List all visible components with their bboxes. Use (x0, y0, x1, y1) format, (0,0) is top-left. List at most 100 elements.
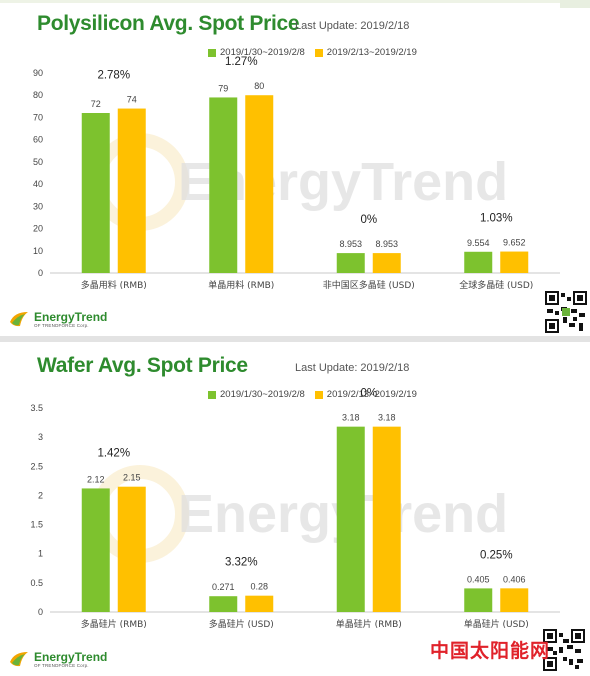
top-accent-line (0, 0, 590, 3)
data-label: 9.554 (467, 238, 490, 248)
data-label: 0.405 (467, 574, 490, 584)
legend-label: 2019/2/13~2019/2/19 (326, 389, 417, 400)
y-tick-label: 3.5 (30, 403, 43, 413)
change-label: 0% (360, 388, 377, 400)
chart-title: Wafer Avg. Spot Price (37, 354, 248, 377)
qr-code-icon (545, 291, 587, 333)
legend-swatch-yellow (314, 390, 323, 399)
polysilicon-bar-chart: EnergyTrend 0 10 20 30 40 50 60 70 80 90 72 74 2.78% 多… (33, 56, 560, 291)
site-watermark: 中国太阳能网 (430, 641, 551, 662)
bar (209, 596, 238, 612)
data-label: 9.652 (503, 238, 526, 248)
last-update: Last Update: 2019/2/18 (295, 362, 410, 374)
data-label: 3.18 (342, 413, 360, 423)
bar (81, 113, 110, 273)
change-label: 2.78% (97, 70, 130, 82)
wafer-bar-chart: EnergyTrend 0 0.5 1 1.5 2 2.5 3 3.5 2.12 2.15 1.42%… (30, 388, 560, 630)
polysilicon-panel: Polysilicon Avg. Spot Price Last Update:… (0, 0, 590, 336)
legend-item-series-a: 2019/1/30~2019/2/8 (208, 389, 305, 400)
legend-swatch-green (208, 48, 216, 57)
change-label: 3.32% (225, 557, 258, 569)
logo-name: EnergyTrend (34, 309, 108, 324)
legend: 2019/1/30~2019/2/8 2019/2/13~2019/2/19 (208, 389, 417, 400)
y-tick-label: 70 (33, 112, 43, 122)
change-label: 1.42% (97, 448, 130, 460)
category-label: 单晶硅片 (RMB) (336, 618, 402, 630)
category-label: 单晶用料 (RMB) (208, 279, 274, 291)
y-tick-label: 2 (38, 490, 43, 500)
y-tick-label: 1.5 (30, 520, 43, 530)
legend-swatch-green (208, 390, 216, 399)
bar (81, 488, 110, 612)
legend-item-series-a: 2019/1/30~2019/2/8 (208, 47, 305, 58)
y-tick-label: 1 (38, 549, 43, 559)
category-label: 多晶硅片 (RMB) (81, 618, 147, 630)
bar (336, 426, 365, 612)
legend-item-series-b: 2019/2/13~2019/2/19 (314, 389, 417, 400)
legend-label: 2019/2/13~2019/2/19 (326, 47, 417, 58)
leaf-logo-icon (10, 312, 28, 327)
legend-label: 2019/1/30~2019/2/8 (220, 47, 305, 58)
y-tick-label: 10 (33, 246, 43, 256)
y-tick-label: 90 (33, 68, 43, 78)
y-tick-label: 40 (33, 179, 43, 189)
category-label: 多晶硅片 (USD) (209, 618, 274, 630)
logo-name: EnergyTrend (34, 649, 108, 664)
category-label: 全球多晶硅 (USD) (459, 279, 533, 291)
qr-code-icon (543, 629, 585, 671)
energytrend-logo: EnergyTrend OF TRENDFORCE Corp. (8, 650, 107, 668)
legend-item-series-b: 2019/2/13~2019/2/19 (314, 47, 417, 58)
last-update: Last Update: 2019/2/18 (295, 20, 410, 32)
bar (372, 426, 401, 612)
data-label: 3.18 (378, 413, 396, 423)
corner-accent (560, 0, 590, 8)
logo-sub: OF TRENDFORCE Corp. (34, 662, 89, 668)
data-label: 0.406 (503, 574, 526, 584)
bar (117, 108, 146, 273)
bar (500, 588, 529, 612)
y-tick-label: 3 (38, 432, 43, 442)
panel-divider (0, 336, 590, 342)
energytrend-logo: EnergyTrend OF TRENDFORCE Corp. (8, 310, 107, 328)
change-label: 1.03% (480, 213, 513, 225)
watermark: EnergyTrend (91, 465, 508, 563)
bar (245, 595, 274, 612)
y-tick-label: 20 (33, 224, 43, 234)
legend-label: 2019/1/30~2019/2/8 (220, 389, 305, 400)
data-label: 2.12 (87, 474, 105, 484)
watermark: EnergyTrend (91, 133, 508, 231)
y-tick-label: 80 (33, 90, 43, 100)
y-tick-label: 0 (38, 268, 43, 278)
bar (209, 97, 238, 273)
y-tick-label: 60 (33, 135, 43, 145)
y-tick-label: 0.5 (30, 578, 43, 588)
change-label: 0.25% (480, 549, 513, 561)
wafer-panel: Wafer Avg. Spot Price Last Update: 2019/… (0, 342, 590, 676)
bar (245, 95, 274, 273)
change-label: 0% (360, 214, 377, 226)
leaf-logo-icon (10, 652, 28, 667)
chart-title: Polysilicon Avg. Spot Price (37, 12, 300, 35)
data-label: 72 (91, 99, 101, 109)
data-label: 74 (127, 95, 137, 105)
bar (117, 486, 146, 612)
y-tick-label: 50 (33, 157, 43, 167)
data-label: 79 (218, 83, 228, 93)
category-label: 单晶硅片 (USD) (464, 618, 529, 630)
bar (464, 251, 493, 273)
data-label: 2.15 (123, 473, 141, 483)
y-tick-label: 0 (38, 607, 43, 617)
legend-swatch-yellow (314, 48, 323, 57)
y-tick-label: 2.5 (30, 461, 43, 471)
change-label: 1.27% (225, 56, 258, 68)
data-label: 0.271 (212, 582, 235, 592)
data-label: 8.953 (375, 239, 398, 249)
category-label: 非中国区多晶硅 (USD) (323, 279, 415, 291)
bar (336, 253, 365, 273)
bar (464, 588, 493, 612)
y-tick-label: 30 (33, 201, 43, 211)
legend: 2019/1/30~2019/2/8 2019/2/13~2019/2/19 (208, 47, 417, 58)
data-label: 8.953 (339, 239, 362, 249)
data-label: 80 (254, 81, 264, 91)
bar (500, 251, 529, 273)
